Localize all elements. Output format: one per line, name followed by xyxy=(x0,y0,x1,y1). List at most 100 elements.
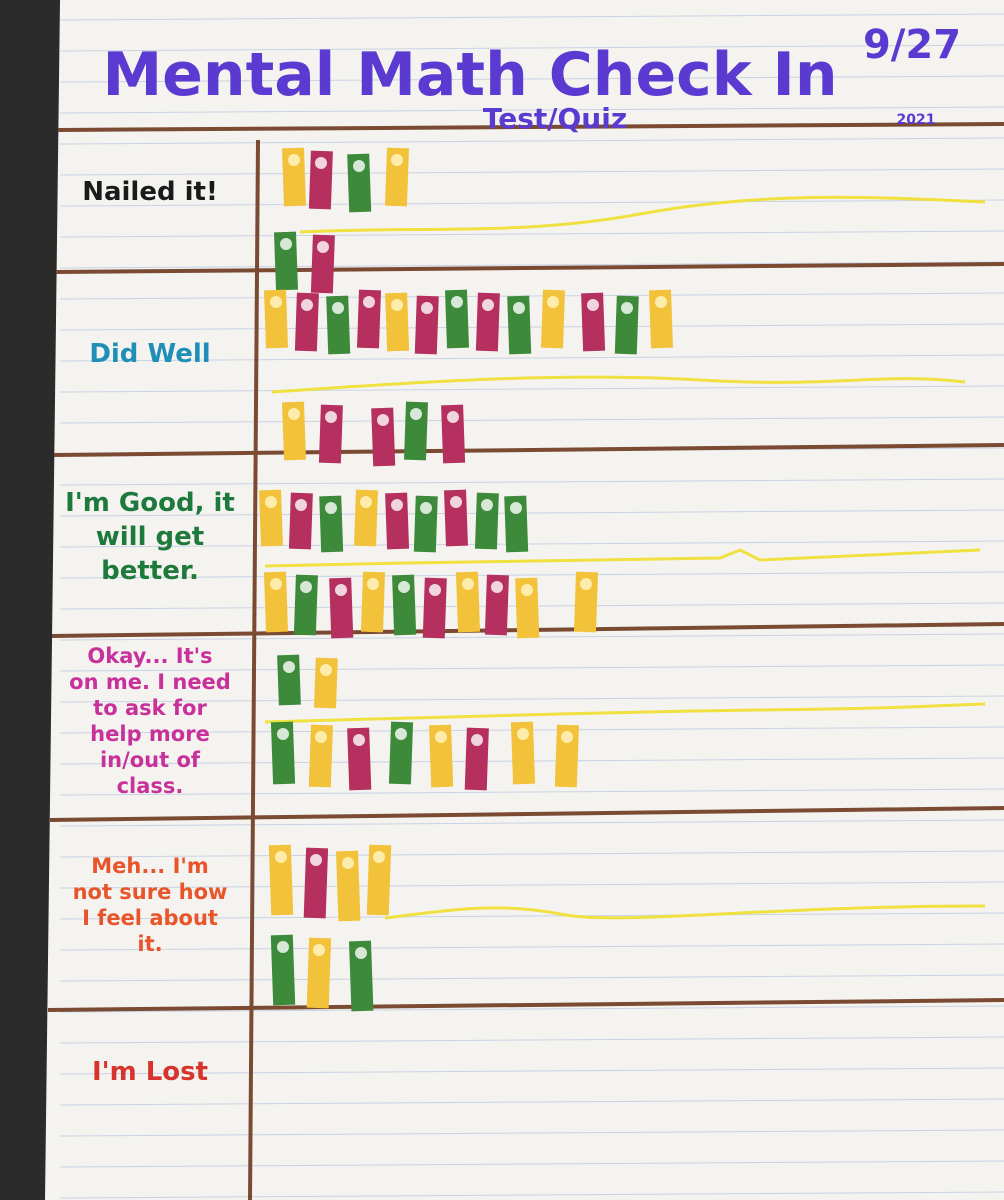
tab-sticker xyxy=(450,496,462,508)
tab xyxy=(510,721,536,785)
row-label: Okay... It's on me. I need to ask for help … xyxy=(69,644,231,798)
tab xyxy=(540,289,566,349)
tab-sticker xyxy=(288,408,300,420)
rule xyxy=(59,75,1004,83)
row-label: Meh... I'm not sure how I feel about it. xyxy=(73,854,228,956)
rule xyxy=(59,1129,1004,1137)
rule xyxy=(59,943,1004,951)
tab xyxy=(294,292,319,352)
tab-sticker xyxy=(313,944,325,956)
tab-sticker xyxy=(521,584,533,596)
tab-sticker xyxy=(270,578,282,590)
tab-sticker xyxy=(391,499,403,511)
tab xyxy=(444,289,470,349)
date: 9/27 xyxy=(863,22,961,68)
tab-sticker xyxy=(621,302,633,314)
tab xyxy=(581,292,606,352)
tab xyxy=(554,724,579,788)
rule xyxy=(59,974,1004,982)
rule xyxy=(59,571,1004,579)
tab xyxy=(392,574,417,636)
tab-sticker xyxy=(301,299,313,311)
rule xyxy=(59,1098,1004,1106)
tab xyxy=(648,289,674,349)
rule xyxy=(59,261,1004,269)
row-dividers xyxy=(47,122,1004,1200)
tab-sticker xyxy=(462,578,474,590)
tab xyxy=(366,844,392,916)
tab-sticker xyxy=(395,728,407,740)
tab-sticker xyxy=(367,578,379,590)
rule xyxy=(59,416,1004,424)
tab-sticker xyxy=(332,302,344,314)
tab xyxy=(270,721,296,785)
rule xyxy=(59,1067,1004,1075)
rule xyxy=(59,106,1004,114)
tab-sticker xyxy=(451,296,463,308)
row-label: Did Well xyxy=(89,339,210,369)
rule xyxy=(59,1005,1004,1013)
tab xyxy=(303,847,329,919)
tab xyxy=(515,577,540,639)
yellow-dividers xyxy=(264,195,986,920)
rule xyxy=(59,788,1004,796)
tab-sticker xyxy=(429,584,441,596)
tab-sticker xyxy=(391,299,403,311)
tab-sticker xyxy=(580,578,592,590)
tab xyxy=(259,489,283,547)
tab-sticker xyxy=(355,947,367,959)
tab-sticker xyxy=(315,731,327,743)
rule xyxy=(59,509,1004,517)
tab-sticker xyxy=(547,296,559,308)
tab xyxy=(504,495,529,553)
tab-sticker xyxy=(510,502,522,514)
tab-sticker xyxy=(398,581,410,593)
tab xyxy=(464,727,489,791)
rule xyxy=(59,1036,1004,1044)
tab-sticker xyxy=(325,502,337,514)
tab-sticker xyxy=(471,734,483,746)
tab-sticker xyxy=(410,408,422,420)
tab xyxy=(263,571,289,633)
tab xyxy=(319,495,344,553)
tab-sticker xyxy=(377,414,389,426)
tab xyxy=(385,492,410,550)
tab xyxy=(347,727,372,791)
tab-sticker xyxy=(277,941,289,953)
tab-sticker xyxy=(320,664,332,676)
title: Mental Math Check In xyxy=(102,40,837,110)
tab xyxy=(335,850,361,922)
tab xyxy=(474,492,499,550)
rule xyxy=(59,199,1004,207)
tab-sticker xyxy=(482,299,494,311)
tab xyxy=(354,489,378,547)
tab-sticker xyxy=(295,499,307,511)
tab-sticker xyxy=(421,302,433,314)
tab-sticker xyxy=(587,299,599,311)
tab-sticker xyxy=(277,728,289,740)
tab-sticker xyxy=(280,238,292,250)
tab xyxy=(308,724,333,788)
tab xyxy=(263,289,289,349)
row-labels: Nailed it! Did Well I'm Good, it will get be… xyxy=(65,177,235,1087)
row-label: Nailed it! xyxy=(82,177,218,207)
tab-sticker xyxy=(310,854,322,866)
tab xyxy=(475,292,500,352)
rule xyxy=(59,1160,1004,1168)
tab-sticker xyxy=(360,496,372,508)
tab xyxy=(356,289,382,349)
sticky-tabs xyxy=(259,147,674,1012)
tab-sticker xyxy=(288,154,300,166)
year: 2021 xyxy=(897,112,936,128)
tab-sticker xyxy=(655,296,667,308)
ruled-lines xyxy=(59,13,1004,1199)
tab-sticker xyxy=(481,499,493,511)
tab xyxy=(360,571,386,633)
rule xyxy=(59,881,1004,889)
tab-sticker xyxy=(373,851,385,863)
tab xyxy=(507,295,532,355)
tab-sticker xyxy=(363,296,375,308)
rule xyxy=(59,385,1004,393)
tab-sticker xyxy=(300,581,312,593)
tab xyxy=(388,721,414,785)
